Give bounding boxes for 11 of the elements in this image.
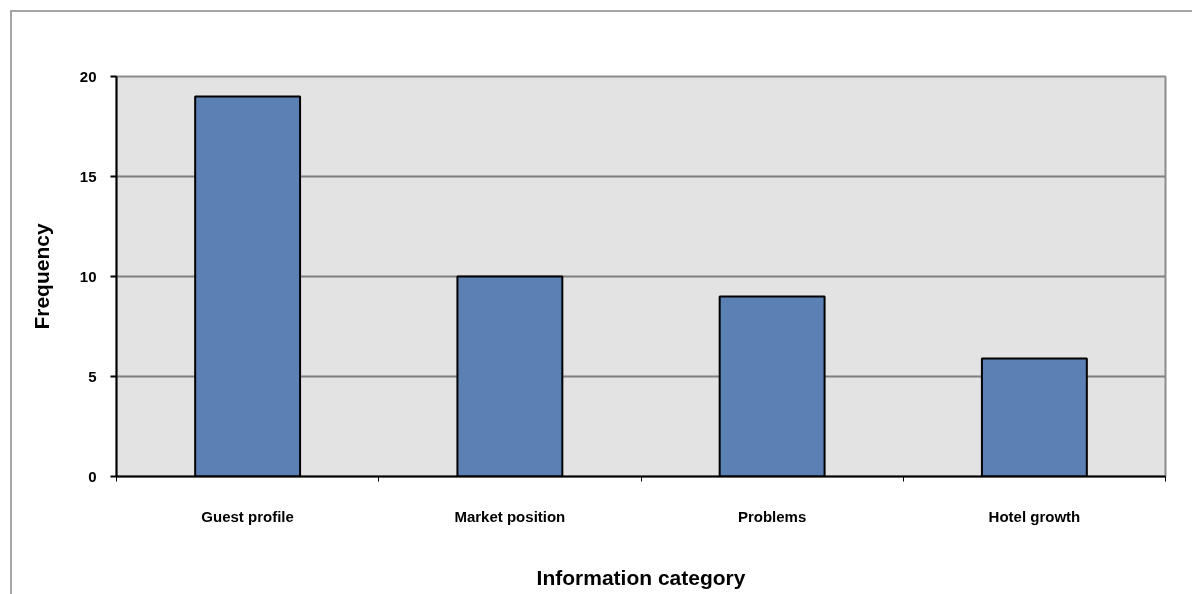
x-tick-label: Hotel growth: [988, 507, 1081, 525]
x-tick-label: Market position: [454, 507, 566, 525]
y-tick-label: 20: [79, 67, 97, 85]
y-tick-label: 5: [88, 367, 97, 385]
y-tick-label: 15: [79, 167, 97, 185]
x-axis-title: Information category: [536, 565, 746, 589]
x-tick-label: Problems: [737, 507, 807, 525]
y-axis-title: Frequency: [29, 223, 53, 330]
x-tick-label: Guest profile: [201, 507, 294, 525]
y-tick-label: 0: [88, 467, 97, 485]
y-tick-label: 10: [79, 267, 97, 285]
